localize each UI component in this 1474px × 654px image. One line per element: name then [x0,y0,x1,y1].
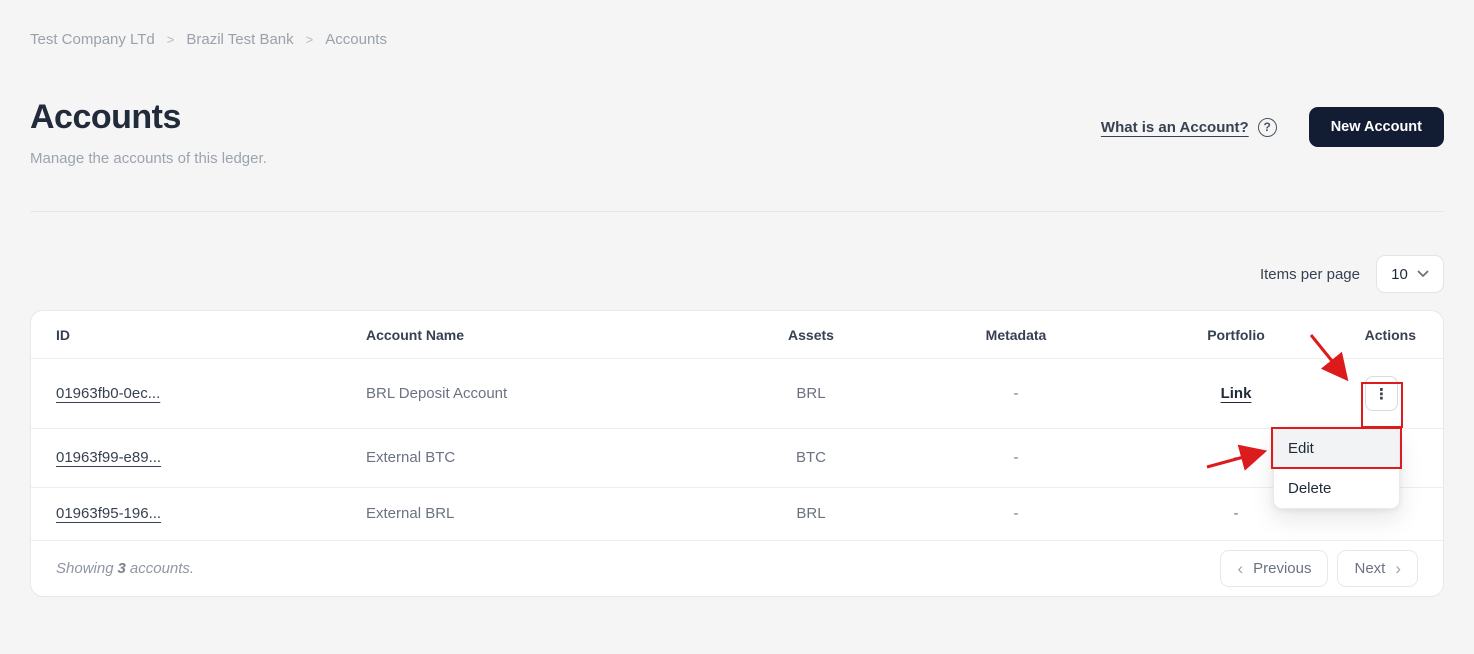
account-name-cell: BRL Deposit Account [366,384,508,402]
table-row: 01963f95-196... External BRL BRL - - [31,488,1443,541]
menu-item-delete[interactable]: Delete [1274,468,1399,508]
page-subtitle: Manage the accounts of this ledger. [30,150,267,167]
items-per-page-control: Items per page 10 [30,255,1444,293]
row-actions-menu: Edit Delete [1273,427,1400,509]
row-actions-button[interactable]: ⋮ [1365,376,1398,411]
breadcrumb-item-ledger[interactable]: Brazil Test Bank [186,31,294,48]
dots-vertical-icon: ⋮ [1374,385,1389,403]
account-id-link[interactable]: 01963f99-e89... [56,449,162,466]
assets-cell: BRL [796,384,826,402]
table-footer: Showing 3 accounts. ‹ Previous Next › [31,541,1443,596]
showing-count-text: Showing 3 accounts. [56,560,195,577]
chevron-left-icon: ‹ [1237,559,1244,578]
portfolio-link[interactable]: Link [1220,384,1252,402]
breadcrumb-separator-icon: > [166,32,175,47]
breadcrumb-item-accounts: Accounts [325,31,387,48]
portfolio-cell: - [1233,449,1239,466]
items-per-page-select[interactable]: 10 [1376,255,1444,293]
what-is-account-link[interactable]: What is an Account? [1100,118,1249,136]
accounts-count: 3 [117,560,126,577]
column-header-account-name: Account Name [366,326,465,343]
previous-page-button[interactable]: ‹ Previous [1220,550,1329,587]
portfolio-cell: - [1233,505,1239,522]
pagination-controls: ‹ Previous Next › [1220,550,1418,587]
next-page-button[interactable]: Next › [1337,550,1418,587]
assets-cell: BRL [796,505,826,522]
accounts-table: ID Account Name Assets Metadata Portfoli… [30,310,1444,597]
metadata-cell: - [1013,449,1019,466]
items-per-page-label: Items per page [1259,265,1360,283]
page-title: Accounts [30,98,181,136]
table-row: 01963fb0-0ec... BRL Deposit Account BRL … [31,359,1443,429]
breadcrumb: Test Company LTd > Brazil Test Bank > Ac… [30,0,1444,48]
column-header-assets: Assets [788,326,834,343]
column-header-id: ID [56,326,70,343]
chevron-down-icon [1417,270,1429,277]
chevron-right-icon: › [1395,559,1401,578]
account-id-link[interactable]: 01963f95-196... [56,505,162,522]
page-header-left: Accounts Manage the accounts of this led… [30,98,267,167]
metadata-cell: - [1013,384,1019,402]
metadata-cell: - [1013,505,1019,522]
assets-cell: BTC [796,449,826,466]
new-account-button[interactable]: New Account [1308,107,1444,147]
page-header-right: What is an Account? ? New Account [1101,107,1444,147]
section-divider [30,211,1444,212]
breadcrumb-separator-icon: > [305,32,314,47]
menu-item-edit[interactable]: Edit [1274,428,1399,468]
account-name-cell: External BTC [366,449,456,466]
column-header-metadata: Metadata [985,326,1047,343]
column-header-portfolio: Portfolio [1207,326,1265,343]
items-per-page-value: 10 [1391,265,1408,283]
column-header-actions: Actions [1364,326,1416,343]
question-circle-icon[interactable]: ? [1257,117,1277,137]
page-header: Accounts Manage the accounts of this led… [30,98,1444,167]
account-name-cell: External BRL [366,505,455,522]
breadcrumb-item-company[interactable]: Test Company LTd [30,31,155,48]
table-row: 01963f99-e89... External BTC BTC - - [31,429,1443,488]
table-header-row: ID Account Name Assets Metadata Portfoli… [31,311,1443,359]
account-id-link[interactable]: 01963fb0-0ec... [56,384,161,402]
